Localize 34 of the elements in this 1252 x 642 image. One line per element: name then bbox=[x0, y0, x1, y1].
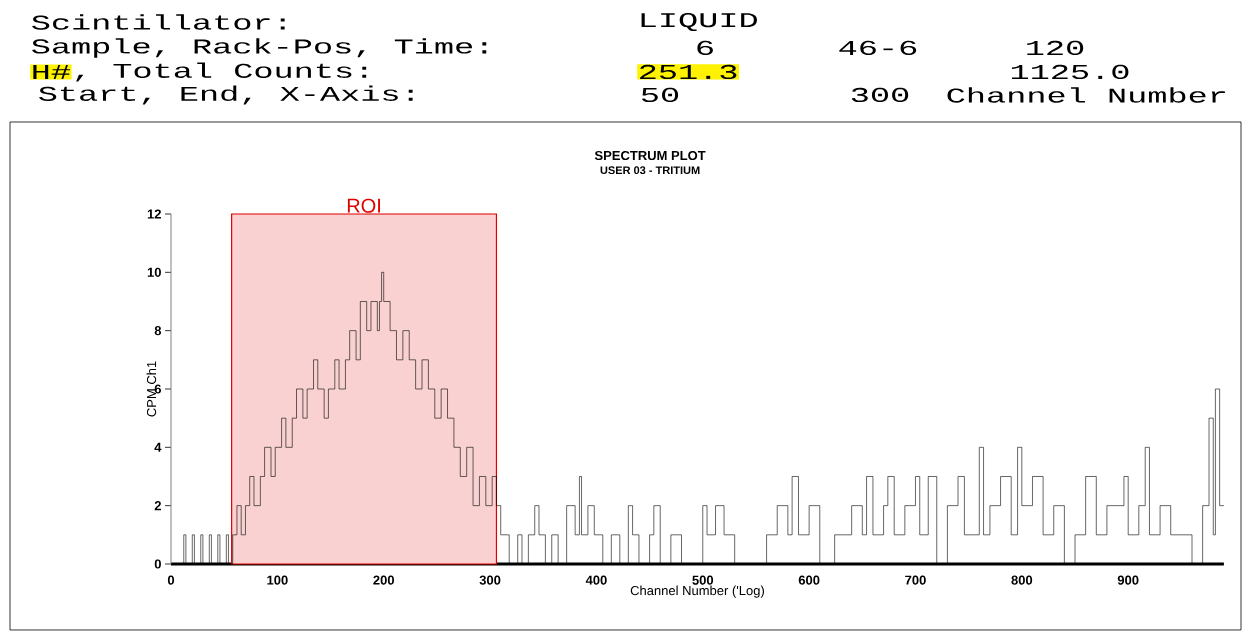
x-tick-label: 800 bbox=[1011, 575, 1033, 585]
y-tick-label: 0 bbox=[154, 559, 161, 569]
x-tick-label: 500 bbox=[692, 575, 714, 585]
chart-title: SPECTRUM PLOT bbox=[594, 150, 706, 161]
x-tick-label: 900 bbox=[1117, 575, 1139, 585]
y-tick-label: 12 bbox=[147, 209, 161, 219]
x-tick-label: 200 bbox=[373, 575, 395, 585]
y-tick-label: 10 bbox=[147, 267, 161, 277]
band-label: ROI bbox=[347, 198, 380, 213]
x-tick-label: 400 bbox=[585, 575, 607, 585]
text: , Total Counts: bbox=[76, 62, 367, 82]
x-tick-label: 0 bbox=[167, 575, 175, 585]
text: LIQUID bbox=[641, 12, 757, 31]
text: 46-6 bbox=[839, 40, 917, 56]
text: 50 bbox=[641, 87, 679, 103]
y-tick-label: 2 bbox=[154, 501, 161, 511]
x-tick-label: 600 bbox=[798, 575, 820, 585]
text: 120 bbox=[1027, 40, 1084, 56]
text: H# bbox=[33, 65, 70, 79]
x-tick-label: 700 bbox=[905, 575, 926, 585]
y-tick-label: 8 bbox=[154, 326, 162, 336]
x-tick-label: 100 bbox=[267, 575, 288, 585]
text: 300 bbox=[851, 87, 909, 103]
x-axis-title: Channel Number ('Log) bbox=[630, 585, 764, 598]
chart-subtitle: USER 03 - TRITIUM bbox=[600, 166, 700, 175]
text: 1125.0 bbox=[1011, 64, 1129, 80]
text: Channel Number bbox=[947, 87, 1225, 103]
text: 251.3 bbox=[640, 64, 737, 80]
text: Scintillator: bbox=[32, 14, 285, 30]
text: 6 bbox=[697, 40, 713, 56]
text: Start, End, X-Axis: bbox=[39, 85, 413, 105]
x-tick-label: 300 bbox=[479, 575, 501, 585]
y-tick-label: 4 bbox=[154, 442, 162, 452]
text: Sample, Rack-Pos, Time: bbox=[32, 38, 487, 58]
